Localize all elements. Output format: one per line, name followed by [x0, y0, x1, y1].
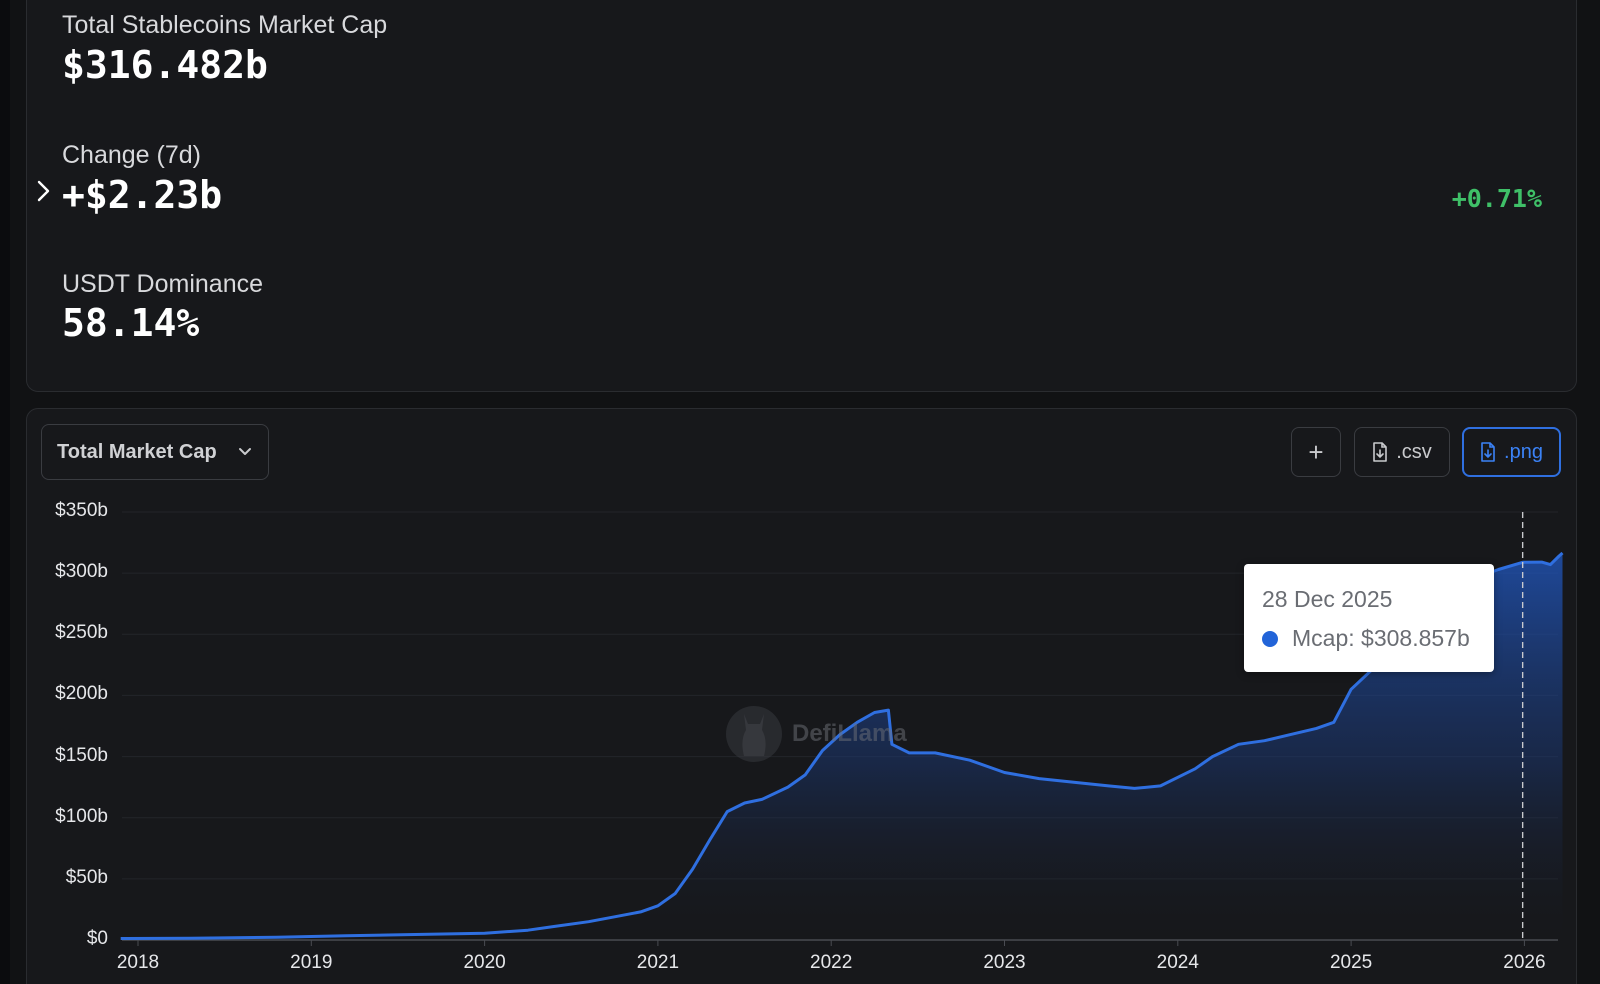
- x-tick-label: 2019: [290, 952, 333, 973]
- x-tick-label: 2026: [1503, 952, 1546, 973]
- total-mcap-label: Total Stablecoins Market Cap: [62, 11, 388, 39]
- dominance-value: 58.14%: [62, 301, 200, 345]
- plus-icon: +: [1308, 436, 1324, 467]
- y-tick-label: $50b: [65, 866, 108, 888]
- y-tick-label: $300b: [55, 561, 108, 583]
- stats-card: Total Stablecoins Market Cap $316.482b C…: [26, 0, 1577, 392]
- dominance-label: USDT Dominance: [62, 270, 264, 298]
- x-tick-label: 2020: [463, 952, 506, 973]
- chart-card: Total Market Cap + .csv .png: [26, 408, 1577, 984]
- tooltip-value: Mcap: $308.857b: [1292, 625, 1470, 651]
- change-value: +$2.23b: [62, 173, 223, 217]
- y-tick-label: $150b: [55, 744, 108, 766]
- metric-select-label: Total Market Cap: [57, 440, 217, 463]
- metric-select[interactable]: Total Market Cap: [41, 424, 269, 480]
- y-tick-label: $0: [86, 928, 108, 949]
- tooltip-row: Mcap: $308.857b: [1262, 625, 1476, 652]
- series-dot-icon: [1262, 630, 1278, 647]
- chart-tooltip: 28 Dec 2025 Mcap: $308.857b: [1244, 564, 1494, 672]
- file-download-icon: [1481, 442, 1495, 462]
- chevron-down-icon: [239, 448, 251, 455]
- total-mcap-value: $316.482b: [62, 43, 268, 87]
- csv-label: .csv: [1396, 440, 1432, 463]
- add-chart-button[interactable]: +: [1291, 427, 1341, 477]
- change-label: Change (7d): [62, 141, 201, 169]
- x-tick-label: 2025: [1329, 952, 1373, 973]
- png-label: .png: [1504, 440, 1543, 463]
- x-tick-label: 2018: [116, 952, 160, 973]
- left-strip: [0, 0, 10, 984]
- change-percent: +0.71%: [1451, 184, 1542, 213]
- download-csv-button[interactable]: .csv: [1354, 427, 1450, 477]
- x-tick-label: 2021: [636, 952, 680, 973]
- x-tick-label: 2023: [983, 952, 1026, 973]
- y-tick-label: $250b: [55, 622, 108, 644]
- watermark-text: DefiLlama: [792, 720, 907, 747]
- y-tick-label: $200b: [55, 683, 108, 705]
- defillama-watermark: DefiLlama: [724, 700, 934, 768]
- file-download-icon: [1373, 442, 1388, 462]
- x-tick-label: 2022: [810, 952, 853, 973]
- chevron-right-icon[interactable]: [36, 179, 52, 203]
- y-tick-label: $100b: [55, 805, 108, 827]
- llama-logo-icon: [726, 706, 782, 762]
- tooltip-date: 28 Dec 2025: [1262, 586, 1393, 612]
- x-tick-label: 2024: [1156, 952, 1199, 973]
- y-tick-label: $350b: [55, 500, 108, 521]
- download-png-button[interactable]: .png: [1462, 427, 1561, 477]
